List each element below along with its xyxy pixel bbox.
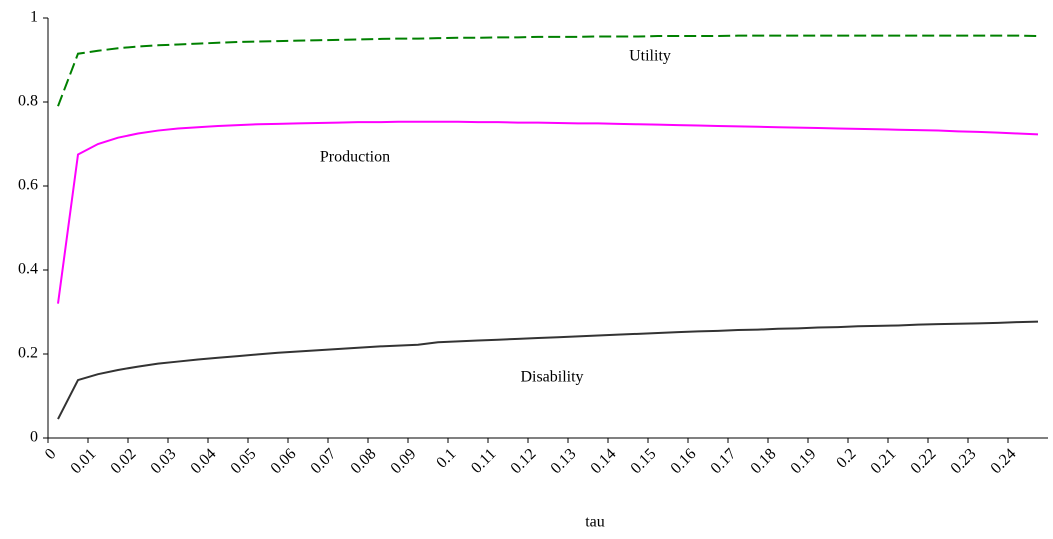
x-tick-label: 0.08 — [348, 445, 380, 477]
x-tick-label: 0.07 — [308, 445, 340, 477]
x-tick-label: 0.21 — [868, 445, 900, 477]
x-tick-label: 0.09 — [388, 445, 420, 477]
series-label: Utility — [629, 48, 671, 65]
series-line — [57, 320, 1039, 420]
x-tick-label: 0.03 — [148, 445, 180, 477]
series-line — [57, 34, 1039, 107]
x-tick-label: 0.04 — [188, 445, 220, 477]
y-tick-label: 0.6 — [18, 177, 38, 194]
x-tick-label: 0.13 — [548, 445, 580, 477]
x-tick-label: 0.22 — [908, 445, 940, 477]
y-tick-label: 0 — [30, 429, 38, 446]
x-tick-label: 0.23 — [948, 445, 980, 477]
series-label: Disability — [520, 369, 583, 386]
x-tick-label: 0.14 — [588, 445, 620, 477]
x-tick-label: 0.01 — [68, 445, 100, 477]
x-tick-label: 0.18 — [748, 445, 780, 477]
x-tick-label: 0 — [42, 445, 60, 463]
x-tick-label: 0.02 — [108, 445, 140, 477]
x-tick-label: 0.16 — [668, 445, 700, 477]
x-tick-label: 0.19 — [788, 445, 820, 477]
y-tick-label: 0.2 — [18, 345, 38, 362]
y-tick-label: 0.4 — [18, 261, 38, 278]
y-tick-label: 1 — [30, 9, 38, 26]
x-tick-label: 0.15 — [628, 445, 660, 477]
x-tick-label: 0.24 — [988, 445, 1020, 477]
series-label: Production — [320, 149, 390, 166]
x-tick-label: 0.1 — [433, 445, 459, 471]
x-tick-label: 0.11 — [468, 445, 499, 476]
y-tick-label: 0.8 — [18, 93, 38, 110]
x-tick-label: 0.2 — [833, 445, 859, 471]
x-tick-label: 0.17 — [708, 445, 740, 477]
x-axis-label: tau — [585, 514, 605, 531]
series-line — [57, 120, 1039, 304]
x-tick-label: 0.12 — [508, 445, 540, 477]
x-tick-label: 0.05 — [228, 445, 260, 477]
x-tick-label: 0.06 — [268, 445, 300, 477]
